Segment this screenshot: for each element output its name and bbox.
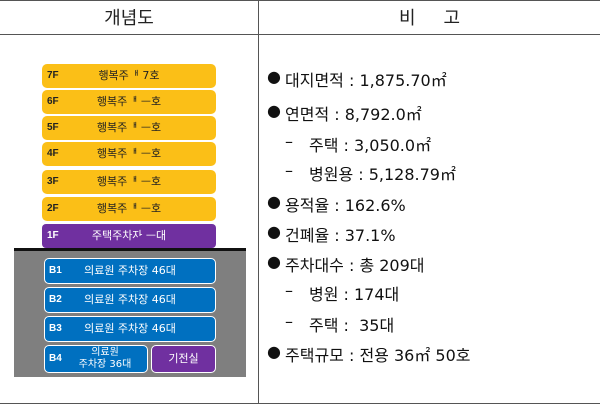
- floor-label-line1: 의료원: [91, 347, 119, 358]
- dash-icon: –: [285, 161, 293, 180]
- floor-level: 6F: [47, 96, 59, 107]
- floor-label-line2: 주차장 36대: [78, 359, 132, 370]
- floor-label: 행복주ᅢ ᅳ호: [96, 147, 162, 160]
- floor-label: 행복주ᅢ ᅳ호: [96, 95, 162, 108]
- floor-label: 주택주차자 ᅳ대: [91, 229, 167, 242]
- floor-level: B1: [49, 265, 62, 276]
- column-divider: [258, 0, 259, 404]
- floor-level: 7F: [47, 70, 59, 81]
- floor-b3: B3 의료원 주차장 46대: [44, 316, 216, 342]
- floor-label: 행복주ᅢ ᅳ호: [96, 121, 162, 134]
- entrance-marker: [137, 236, 151, 248]
- bullet-icon: ●: [267, 192, 281, 211]
- floor-b2: B2 의료원 주차장 46대: [44, 287, 216, 313]
- floor-5f: 5F 행복주ᅢ ᅳ호: [42, 116, 216, 140]
- dash-icon: –: [285, 312, 293, 331]
- floor-b4: B4 의료원 주차장 36대: [44, 345, 148, 373]
- floor-label: 행복주ᅢ ᅳ호: [96, 202, 162, 215]
- floor-3f: 3F 행복주ᅢ ᅳ호: [42, 170, 216, 194]
- floor-7f: 7F 행복주ᅢ 7호: [42, 64, 216, 88]
- floor-level: B3: [49, 323, 62, 334]
- floor-label: 의료원 주차장 46대: [84, 322, 176, 335]
- floor-level: B2: [49, 294, 62, 305]
- floor-b1: B1 의료원 주차장 46대: [44, 258, 216, 284]
- floor-level: 2F: [47, 203, 59, 214]
- floor-1f: 1F 주택주차자 ᅳ대: [42, 224, 216, 248]
- dash-icon: –: [285, 281, 293, 300]
- header-concept: 개념도: [104, 8, 154, 29]
- header-divider: [0, 34, 600, 35]
- floor-level: 4F: [47, 148, 59, 159]
- building-diagram: 7F 행복주ᅢ 7호 6F 행복주ᅢ ᅳ호 5F 행복주ᅢ ᅳ호 4F 행복주ᅢ…: [0, 0, 258, 404]
- floor-label: 의료원 주차장 36대: [63, 347, 147, 371]
- floor-2f: 2F 행복주ᅢ ᅳ호: [42, 197, 216, 221]
- floor-level: 1F: [47, 230, 59, 241]
- generator-room: 기전실: [151, 345, 216, 373]
- remarks-list: ● 대지면적 : 1,875.70㎡ ● 연면적 : 8,792.0㎡ – 주택…: [267, 67, 471, 365]
- floor-6f: 6F 행복주ᅢ ᅳ호: [42, 90, 216, 114]
- bullet-icon: ●: [267, 222, 281, 241]
- floor-label: 행복주ᅢ 7호: [98, 69, 160, 82]
- floor-4f: 4F 행복주ᅢ ᅳ호: [42, 142, 216, 166]
- bullet-icon: ●: [267, 101, 281, 120]
- floor-label: 행복주ᅢ ᅳ호: [96, 175, 162, 188]
- floor-label: 의료원 주차장 46대: [84, 264, 176, 277]
- bullet-icon: ●: [267, 67, 281, 86]
- floor-level: B4: [49, 353, 62, 364]
- ground-line: [14, 248, 246, 251]
- floor-label: 의료원 주차장 46대: [84, 293, 176, 306]
- floor-level: 5F: [47, 122, 59, 133]
- header-remarks: 비고: [398, 8, 489, 29]
- table-top-border: [0, 0, 600, 1]
- bullet-icon: ●: [267, 252, 281, 271]
- dash-icon: –: [285, 132, 293, 151]
- floor-level: 3F: [47, 176, 59, 187]
- bullet-icon: ●: [267, 342, 281, 361]
